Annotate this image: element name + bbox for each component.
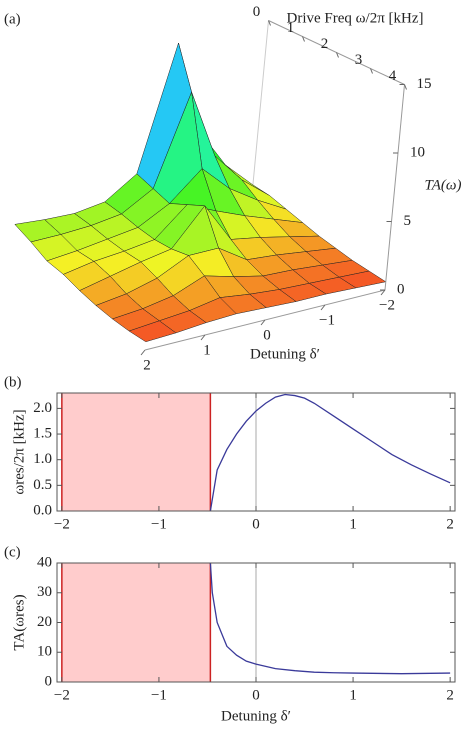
x-tick-label: −2: [379, 297, 395, 313]
y-tick-label: 1: [287, 20, 295, 36]
x-tick-label: −2: [54, 687, 70, 703]
y-tick-label: 40: [37, 554, 52, 570]
panel-label: (a): [4, 11, 21, 27]
y-axis-label: TA(ωres): [11, 594, 27, 650]
x-tick-label: 2: [446, 516, 454, 532]
x-tick-label: 0: [252, 687, 260, 703]
x-axis-label: Detuning δ′: [250, 346, 320, 362]
panel-label: (c): [4, 544, 21, 560]
y-axis-label: ωres/2π [kHz]: [11, 409, 27, 494]
y-tick-label: 0: [253, 4, 261, 20]
x-tick-label: 1: [203, 342, 211, 358]
x-tick-label: 0: [252, 516, 260, 532]
z-tick-label: 0: [397, 281, 405, 297]
y-tick-label: 2.0: [33, 400, 52, 416]
x-tick-label: 1: [349, 516, 357, 532]
y-tick: [404, 84, 407, 90]
x-axis-label: Detuning δ′: [221, 708, 291, 724]
y-tick: [302, 36, 305, 42]
x-tick-label: 2: [143, 357, 151, 373]
y-tick-label: 4: [389, 68, 397, 84]
x-tick-label: 0: [263, 327, 271, 343]
z-tick-label: 5: [404, 213, 412, 229]
y-tick-label: 0.0: [33, 502, 52, 518]
x-tick: [380, 289, 386, 296]
box-edge: [384, 84, 405, 291]
x-tick-label: 2: [446, 687, 454, 703]
x-tick-label: −1: [319, 312, 335, 328]
data-line: [209, 393, 451, 512]
surface-patch: [128, 320, 177, 343]
x-tick-label: −1: [151, 687, 167, 703]
y-tick-label: 1.0: [33, 451, 52, 467]
x-tick: [200, 334, 206, 341]
y-axis-label: Drive Freq ω/2π [kHz]: [287, 10, 424, 26]
y-tick: [336, 52, 339, 58]
panel-label: (b): [4, 374, 22, 390]
shaded-region: [61, 393, 211, 511]
x-tick: [260, 319, 266, 326]
y-tick-label: 0: [45, 673, 53, 689]
y-tick-label: 3: [355, 52, 363, 68]
y-tick-label: 1.5: [33, 425, 52, 441]
data-line: [209, 562, 451, 675]
y-tick-label: 20: [37, 614, 52, 630]
z-tick-label: 10: [410, 144, 425, 160]
z-tick-label: 15: [417, 76, 432, 92]
y-tick-label: 0.5: [33, 477, 52, 493]
x-tick: [320, 304, 326, 311]
shaded-region: [61, 563, 211, 682]
y-tick: [370, 68, 373, 74]
x-tick-label: 1: [349, 687, 357, 703]
z-axis-label: TA(ω): [425, 177, 462, 193]
y-tick-label: 30: [37, 584, 52, 600]
y-tick-label: 2: [321, 36, 329, 52]
x-tick: [140, 349, 146, 356]
y-tick: [268, 20, 271, 26]
x-tick-label: −1: [151, 516, 167, 532]
y-tick-label: 10: [37, 644, 52, 660]
x-tick-label: −2: [54, 516, 70, 532]
